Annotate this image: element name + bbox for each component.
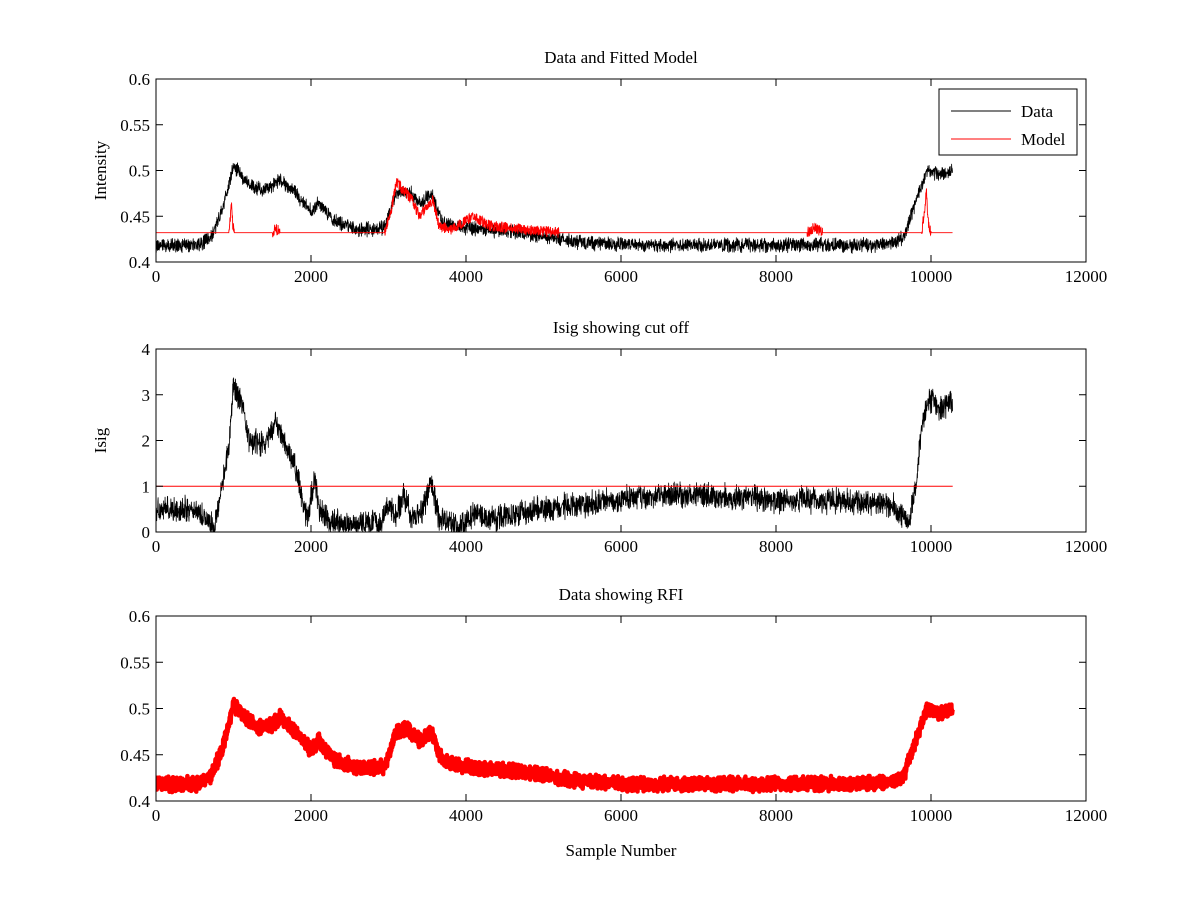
y-axis-label: Isig xyxy=(91,427,110,453)
x-tick-label: 0 xyxy=(152,806,161,825)
y-tick-label: 1 xyxy=(142,477,151,496)
chart-title: Data and Fitted Model xyxy=(544,48,698,67)
x-axis-label: Sample Number xyxy=(566,841,677,860)
y-tick-label: 0 xyxy=(142,523,151,542)
x-tick-label: 8000 xyxy=(759,267,793,286)
series-line-2-1 xyxy=(156,377,953,532)
legend-label-model: Model xyxy=(1021,130,1066,149)
x-tick-label: 6000 xyxy=(604,537,638,556)
x-tick-label: 4000 xyxy=(449,806,483,825)
x-tick-label: 10000 xyxy=(910,267,953,286)
y-tick-label: 4 xyxy=(142,340,151,359)
y-tick-label: 0.6 xyxy=(129,607,150,626)
y-tick-label: 0.5 xyxy=(129,700,150,719)
x-tick-label: 2000 xyxy=(294,806,328,825)
plot-area xyxy=(156,377,953,532)
series-line-data xyxy=(156,162,953,254)
subplot-2: 0 2000 4000 6000 8000 10000 12000 0 1 2 3 4 Isig sho… xyxy=(91,318,1107,556)
x-tick-label: 6000 xyxy=(604,267,638,286)
y-tick-label: 0.55 xyxy=(120,116,150,135)
y-tick-label: 0.45 xyxy=(120,207,150,226)
x-tick-label: 10000 xyxy=(910,806,953,825)
subplot-1: 0 2000 4000 6000 8000 10000 12000 0.4 0.45 0.5 0.5… xyxy=(91,48,1107,286)
y-tick-label: 0.4 xyxy=(129,253,151,272)
x-tick-label: 0 xyxy=(152,537,161,556)
x-tick-label: 8000 xyxy=(759,806,793,825)
legend-box xyxy=(938,88,1078,156)
y-tick-label: 0.5 xyxy=(129,162,150,181)
series-line-model xyxy=(156,178,953,238)
plot-area xyxy=(156,162,953,254)
x-tick-label: 10000 xyxy=(910,537,953,556)
y-axis-label: Intensity xyxy=(91,140,110,200)
legend: Data Model xyxy=(938,88,1078,156)
x-tick-label: 2000 xyxy=(294,537,328,556)
y-tick-label: 2 xyxy=(142,432,151,451)
x-tick-label: 2000 xyxy=(294,267,328,286)
x-tick-label: 12000 xyxy=(1065,537,1108,556)
chart-title: Data showing RFI xyxy=(559,585,684,604)
x-tick-label: 6000 xyxy=(604,806,638,825)
x-tick-label: 0 xyxy=(152,267,161,286)
subplot-3: 0 2000 4000 6000 8000 10000 12000 0.4 0.45 0.5 0.5… xyxy=(120,585,1107,860)
x-tick-label: 4000 xyxy=(449,537,483,556)
plot-area xyxy=(156,696,955,795)
y-tick-label: 0.4 xyxy=(129,792,151,811)
x-tick-label: 4000 xyxy=(449,267,483,286)
chart-title: Isig showing cut off xyxy=(553,318,689,337)
charts-root: 0 2000 4000 6000 8000 10000 120000.40.450.50.5… xyxy=(91,48,1107,860)
series-line-3-1 xyxy=(156,696,955,795)
x-tick-label: 12000 xyxy=(1065,806,1108,825)
x-tick-label: 12000 xyxy=(1065,267,1108,286)
y-tick-label: 0.45 xyxy=(120,746,150,765)
legend-label-data: Data xyxy=(1021,102,1054,121)
x-tick-label: 8000 xyxy=(759,537,793,556)
y-tick-label: 0.6 xyxy=(129,70,150,89)
y-tick-label: 0.55 xyxy=(120,653,150,672)
y-tick-label: 3 xyxy=(142,386,151,405)
